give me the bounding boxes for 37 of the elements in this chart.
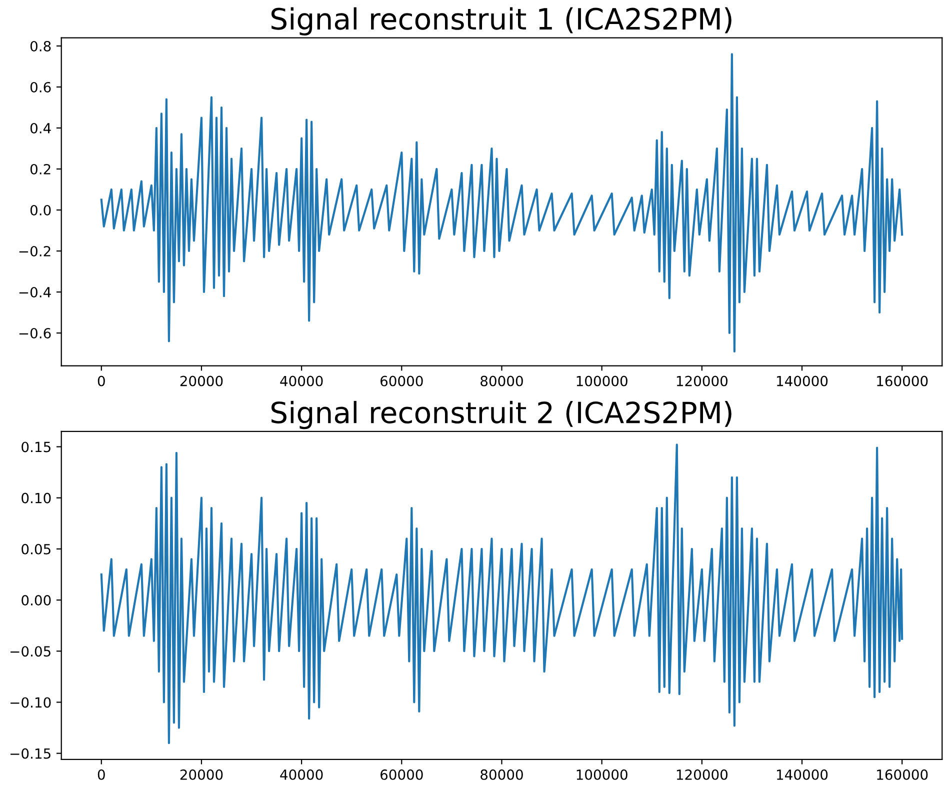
y-tick-label: 0.00 [22,595,51,606]
x-tick-label: 80000 [480,376,523,386]
y-tick-label: 0.4 [30,122,51,134]
x-tick-label: 160000 [877,376,928,386]
x-tick-label: 0 [98,376,105,386]
line-series [100,53,904,353]
y-tick-label: 0.2 [30,164,50,174]
y-tick-label: 0.6 [30,82,51,92]
x-tick-label: 160000 [877,769,928,780]
x-tick-label: 60000 [380,769,423,780]
y-tick-label: −0.15 [10,748,50,759]
x-tick-label: 80000 [480,769,523,780]
x-tick-label: 20000 [180,769,223,780]
x-tick-label: 120000 [676,769,728,780]
y-tick-label: −0.6 [19,328,51,338]
x-tick-label: 140000 [777,769,828,780]
x-tick-label: 20000 [180,376,223,386]
y-tick-label: 0.05 [22,544,50,554]
y-tick-label: −0.10 [10,697,51,708]
x-tick-label: 40000 [280,376,323,386]
x-tick-label: 0 [98,769,105,780]
chart-title: Signal reconstruit 1 (ICA2S2PM) [272,7,732,36]
chart-title: Signal reconstruit 2 (ICA2S2PM) [272,400,732,430]
line-series [100,444,904,744]
y-tick-label: −0.2 [19,246,50,256]
y-tick-label: −0.05 [10,646,50,657]
y-tick-label: 0.15 [22,442,50,452]
x-tick-label: 40000 [280,769,323,780]
x-tick-label: 120000 [676,376,728,386]
x-tick-label: 60000 [380,376,423,386]
y-tick-label: −0.4 [19,286,51,298]
y-tick-label: 0.0 [30,204,51,216]
x-tick-label: 140000 [777,376,828,386]
x-tick-label: 100000 [576,376,628,386]
y-tick-label: 0.10 [22,492,51,504]
x-tick-label: 100000 [576,769,628,780]
y-tick-label: 0.8 [30,40,51,52]
